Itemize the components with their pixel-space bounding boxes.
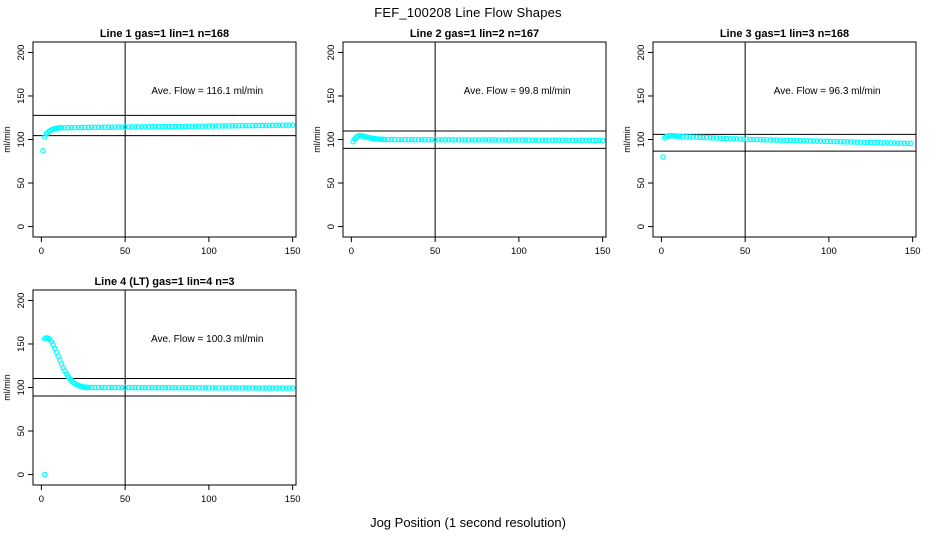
x-tick-label: 50: [120, 494, 131, 505]
y-tick-label: 0: [326, 224, 337, 229]
y-axis-label: ml/min: [622, 126, 632, 153]
y-tick-label: 150: [326, 88, 337, 104]
x-tick-label: 0: [659, 246, 664, 257]
y-tick-label: 100: [326, 132, 337, 148]
x-tick-label: 150: [905, 246, 921, 257]
x-tick-label: 100: [201, 246, 217, 257]
ave-flow-annotation: Ave. Flow = 116.1 ml/min: [151, 86, 263, 97]
subplot-title: Line 1 gas=1 lin=1 n=168: [100, 28, 229, 40]
x-tick-label: 100: [821, 246, 837, 257]
x-tick-label: 100: [511, 246, 527, 257]
data-points: [41, 335, 296, 478]
plot-box: [32, 41, 297, 238]
x-tick-label: 0: [349, 246, 354, 257]
subplot-3-svg: Line 3 gas=1 lin=3 n=168 0 50 100 150 0 50 100 1…: [622, 28, 921, 257]
data-points: [660, 132, 914, 160]
y-axis-label: ml/min: [312, 126, 322, 153]
x-tick-label: 150: [285, 246, 301, 257]
y-tick-label: 100: [16, 380, 27, 396]
y-tick-label: 50: [16, 426, 27, 437]
y-axis-label: ml/min: [2, 126, 12, 153]
y-tick-label: 200: [636, 45, 647, 61]
x-tick-label: 50: [740, 246, 751, 257]
data-points: [350, 132, 606, 145]
x-tick-label: 50: [430, 246, 441, 257]
subplot-2: Line 2 gas=1 lin=2 n=167 0 50 100 150 0 50 100 1…: [310, 26, 622, 271]
x-tick-label: 0: [39, 494, 44, 505]
subplot-title: Line 3 gas=1 lin=3 n=168: [720, 28, 849, 40]
y-tick-label: 50: [326, 178, 337, 189]
subplot-3: Line 3 gas=1 lin=3 n=168 0 50 100 150 0 50 100 1…: [620, 26, 932, 271]
y-tick-label: 0: [16, 472, 27, 477]
y-tick-label: 200: [16, 45, 27, 61]
y-tick-label: 200: [16, 293, 27, 309]
subplot-2-svg: Line 2 gas=1 lin=2 n=167 0 50 100 150 0 50 100 1…: [312, 28, 611, 257]
subplot-title: Line 4 (LT) gas=1 lin=4 n=3: [94, 276, 234, 288]
subplot-1-svg: Line 1 gas=1 lin=1 n=168 0 50 100 150 0 50 100 1…: [2, 28, 301, 257]
ave-flow-annotation: Ave. Flow = 100.3 ml/min: [151, 334, 263, 345]
ave-flow-annotation: Ave. Flow = 96.3 ml/min: [774, 86, 881, 97]
y-tick-label: 100: [16, 132, 27, 148]
x-tick-label: 150: [285, 494, 301, 505]
y-tick-label: 0: [16, 224, 27, 229]
y-tick-label: 100: [636, 132, 647, 148]
x-tick-label: 100: [201, 494, 217, 505]
figure-title: FEF_100208 Line Flow Shapes: [374, 5, 562, 20]
subplot-1: Line 1 gas=1 lin=1 n=168 0 50 100 150 0 50 100 1…: [0, 26, 312, 271]
x-tick-label: 0: [39, 246, 44, 257]
data-points: [40, 122, 296, 154]
subplot-title: Line 2 gas=1 lin=2 n=167: [410, 28, 539, 40]
y-tick-label: 200: [326, 45, 337, 61]
ave-flow-annotation: Ave. Flow = 99.8 ml/min: [464, 86, 571, 97]
y-tick-label: 50: [16, 178, 27, 189]
x-tick-label: 50: [120, 246, 131, 257]
subplot-4: Line 4 (LT) gas=1 lin=4 n=3 0 50 100 150 0 50 1…: [0, 274, 312, 519]
y-axis-label: ml/min: [2, 374, 12, 401]
y-tick-label: 150: [16, 88, 27, 104]
y-tick-label: 150: [636, 88, 647, 104]
y-tick-label: 50: [636, 178, 647, 189]
x-tick-label: 150: [595, 246, 611, 257]
x-axis-label: Jog Position (1 second resolution): [370, 515, 566, 530]
y-tick-label: 0: [636, 224, 647, 229]
subplot-4-svg: Line 4 (LT) gas=1 lin=4 n=3 0 50 100 150 0 50 1…: [2, 276, 301, 505]
y-tick-label: 150: [16, 336, 27, 352]
